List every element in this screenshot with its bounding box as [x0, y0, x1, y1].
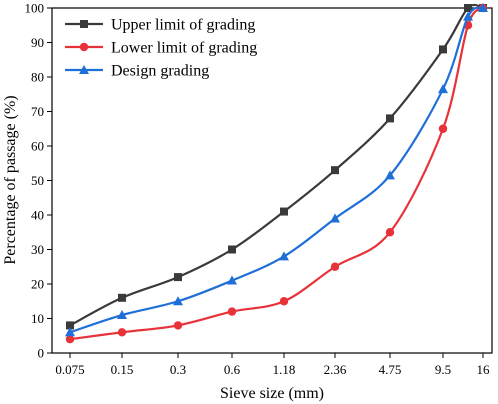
y-axis-title: Percentage of passage (%)	[2, 95, 19, 264]
x-tick-label: 1.18	[273, 362, 296, 377]
data-point	[65, 335, 75, 344]
y-tick-label: 90	[31, 35, 44, 50]
y-tick-label: 100	[25, 1, 45, 16]
y-tick-label: 70	[31, 104, 44, 119]
x-tick-label: 0.6	[224, 362, 241, 377]
data-point	[438, 84, 448, 94]
x-tick-label: 0.3	[170, 362, 186, 377]
data-point	[330, 262, 340, 271]
x-tick-label: 0.15	[111, 362, 134, 377]
y-tick-label: 10	[31, 311, 44, 326]
y-tick-label: 80	[31, 70, 44, 85]
data-point	[385, 228, 395, 237]
data-point	[228, 245, 236, 254]
y-tick-label: 0	[38, 346, 45, 361]
data-point	[174, 273, 182, 282]
series-line	[69, 6, 484, 334]
data-point	[279, 251, 289, 261]
data-point	[118, 293, 126, 302]
data-point	[385, 170, 395, 180]
legend-marker	[80, 20, 88, 28]
data-point	[173, 321, 183, 330]
legend-marker	[79, 65, 89, 74]
data-point	[386, 114, 394, 123]
data-point	[439, 45, 447, 54]
legend-label: Design grading	[111, 63, 209, 80]
series-line	[69, 3, 484, 327]
x-axis-title: Sieve size (mm)	[220, 385, 324, 402]
legend-marker	[79, 42, 89, 52]
y-tick-label: 50	[31, 173, 44, 188]
data-point	[65, 327, 75, 337]
x-tick-label: 9.5	[435, 362, 451, 377]
data-point	[331, 166, 339, 175]
data-point	[438, 124, 448, 133]
x-tick-label: 4.75	[379, 362, 402, 377]
data-point	[330, 213, 340, 223]
series-line	[69, 7, 484, 341]
data-point	[117, 310, 127, 320]
data-point	[280, 207, 288, 216]
data-point	[463, 11, 473, 21]
data-point	[227, 275, 237, 285]
data-point	[478, 3, 488, 12]
x-tick-label: 2.36	[324, 362, 347, 377]
y-tick-label: 60	[31, 139, 44, 154]
data-point	[279, 297, 289, 306]
data-point	[173, 296, 183, 306]
data-point	[464, 4, 472, 12]
data-point	[117, 328, 127, 337]
x-tick-label: 0.075	[55, 362, 84, 377]
data-point	[66, 321, 74, 330]
legend-label: Upper limit of grading	[111, 17, 255, 34]
y-tick-label: 40	[31, 208, 44, 223]
legend-label: Lower limit of grading	[111, 40, 257, 57]
x-tick-label: 16	[477, 362, 491, 377]
y-tick-label: 20	[31, 277, 44, 292]
data-point	[227, 307, 237, 316]
y-tick-label: 30	[31, 242, 44, 257]
